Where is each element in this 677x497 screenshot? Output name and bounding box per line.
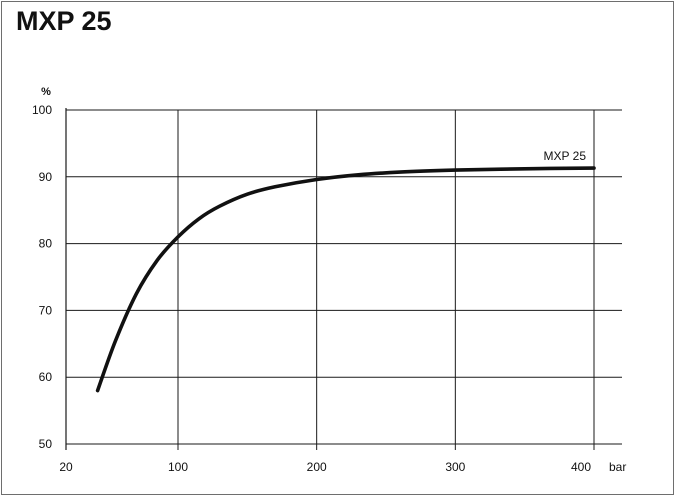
y-tick-label-90: 90 [39,170,53,184]
y-tick-label-50: 50 [39,437,53,451]
chart-title: MXP 25 [16,6,112,36]
y-tick-label-80: 80 [39,237,53,251]
series-line-0 [95,166,596,393]
y-tick-label-60: 60 [39,370,53,384]
x-tick-label-300: 300 [445,460,465,474]
series-label-0: MXP 25 [544,149,587,163]
y-axis-label: % [41,86,51,98]
y-tick-label-70: 70 [39,303,53,317]
y-tick-label-100: 100 [32,103,52,117]
x-axis-label: bar [609,460,626,474]
x-tick-label-400: 400 [571,460,591,474]
x-tick-label-20: 20 [59,460,73,474]
x-tick-label-200: 200 [307,460,327,474]
x-tick-label-100: 100 [168,460,188,474]
